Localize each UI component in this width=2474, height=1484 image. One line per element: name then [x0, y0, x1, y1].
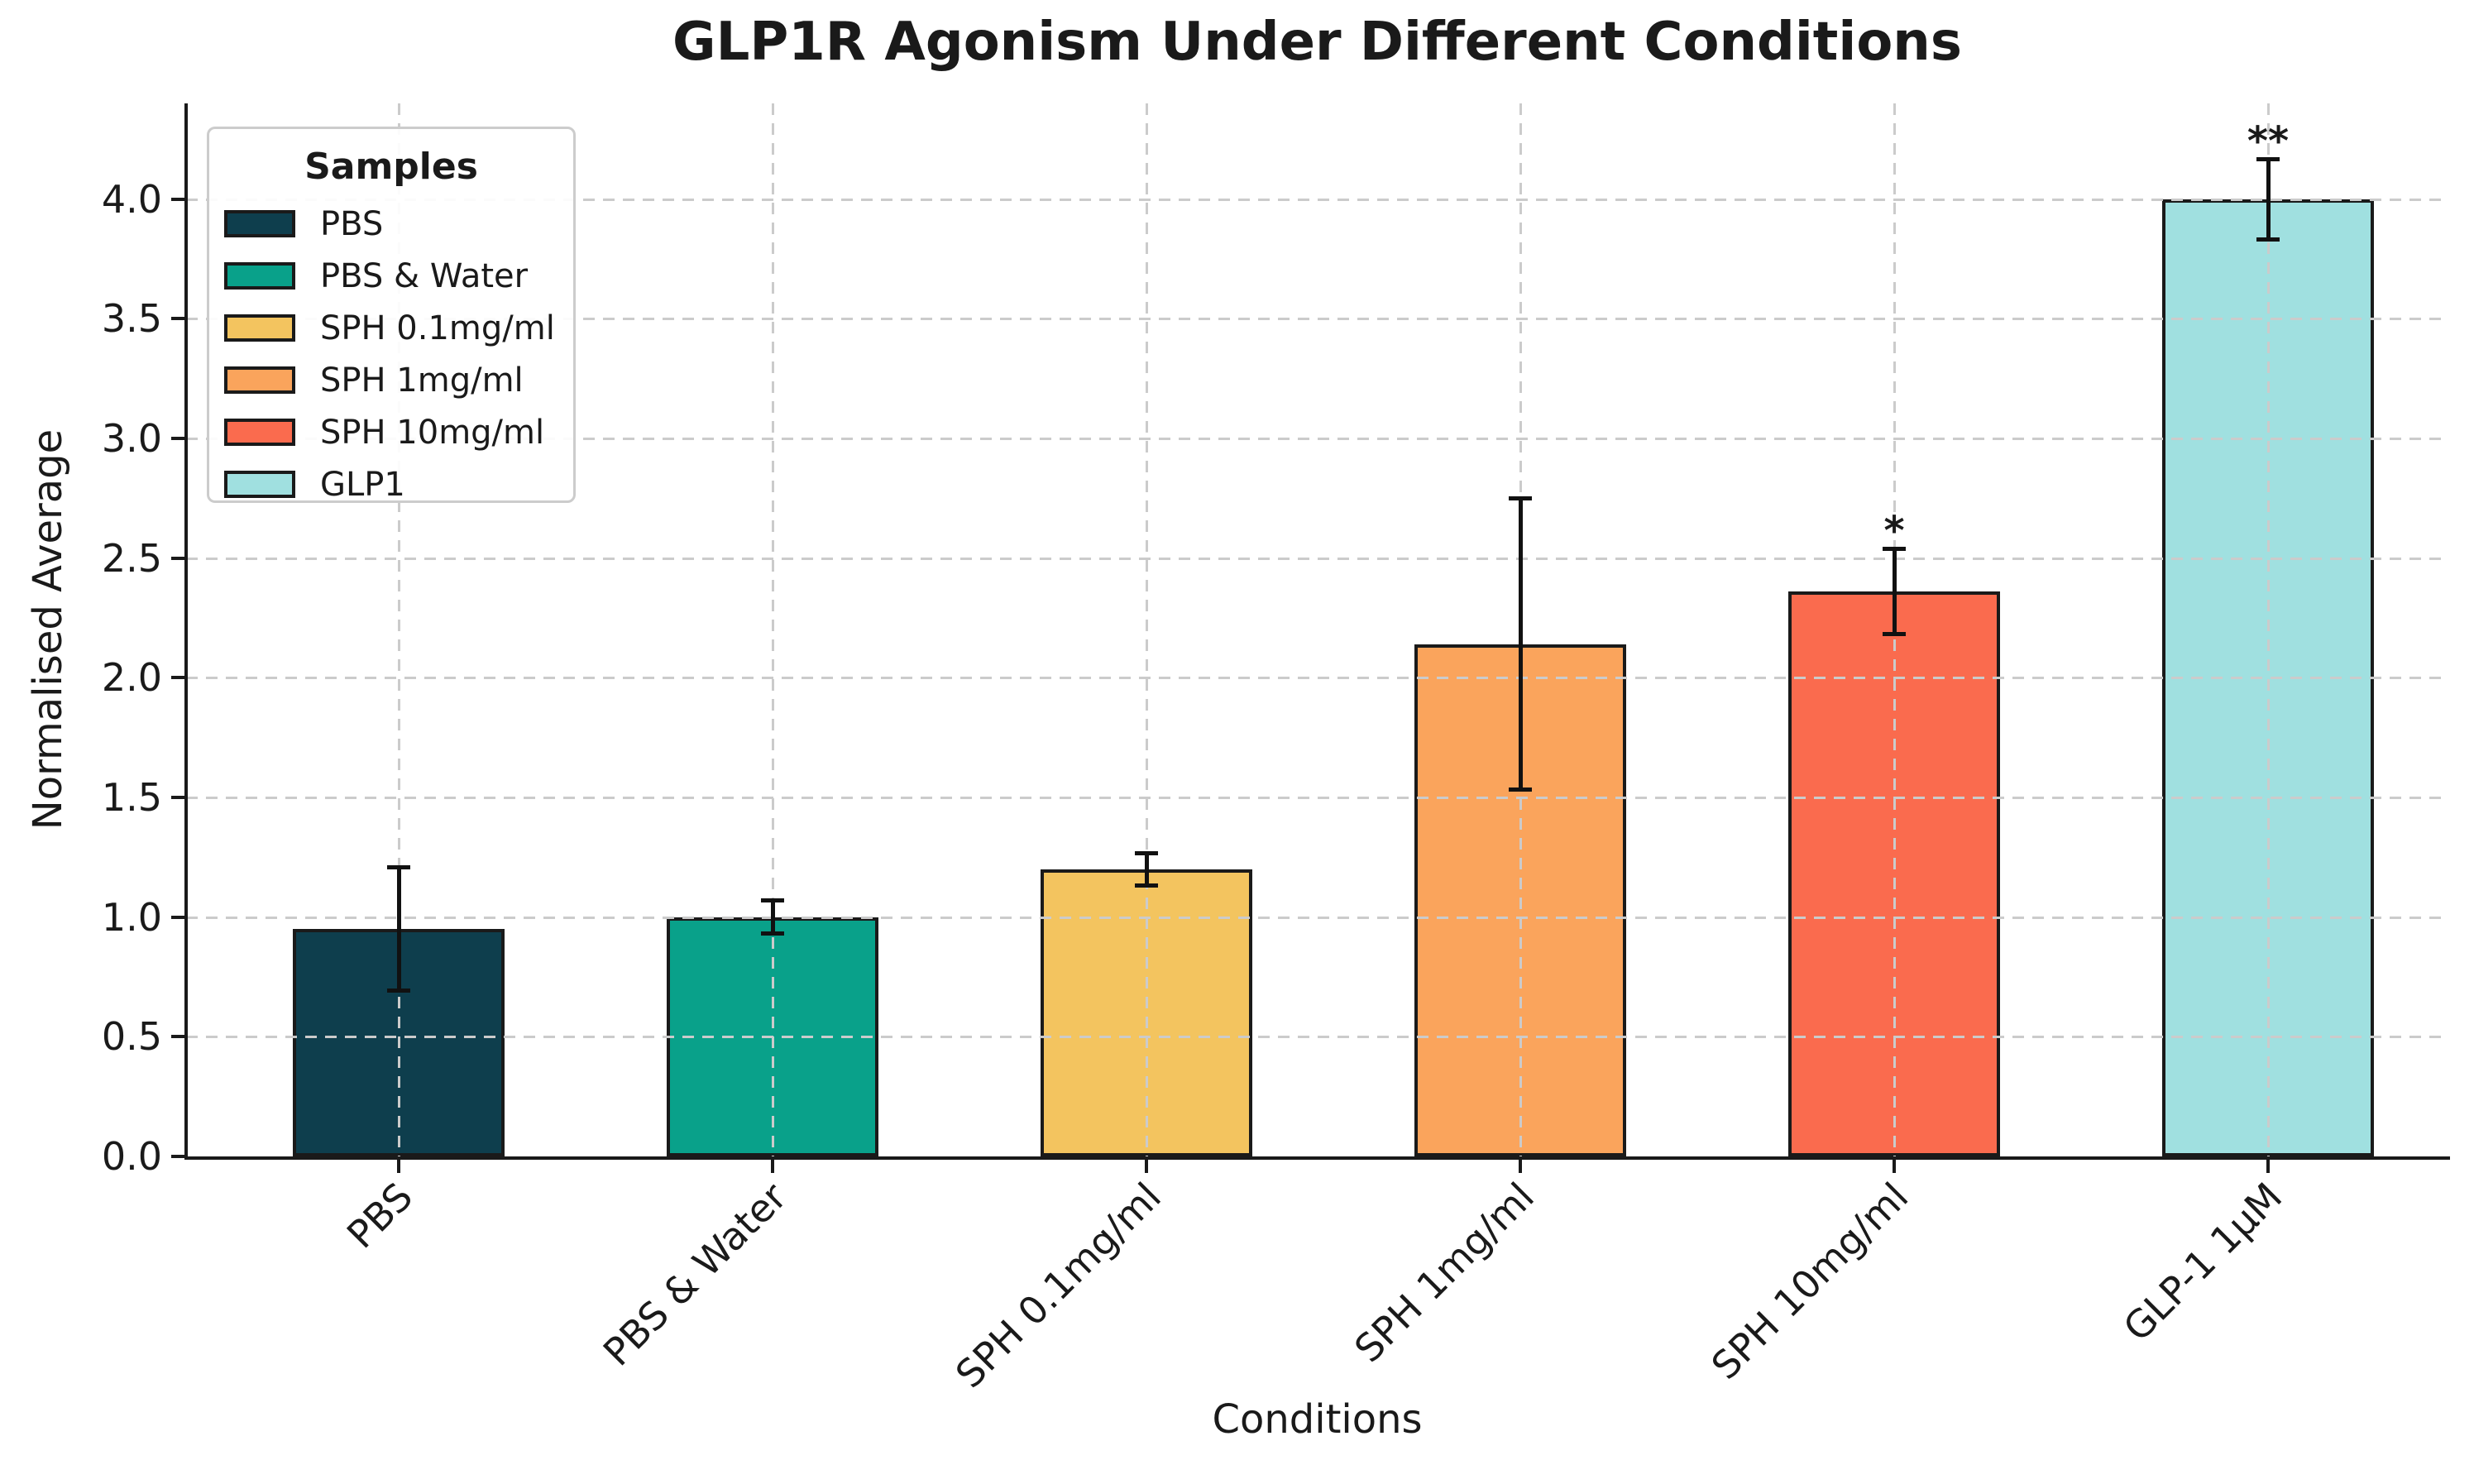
legend-swatch	[224, 366, 295, 394]
x-axis-spine	[184, 1156, 2450, 1160]
y-tick-label: 0.5	[101, 1014, 162, 1060]
legend-items: PBS PBS & Water SPH 0.1mg/ml SPH 1mg/ml SPH …	[209, 198, 573, 510]
legend-item: SPH 1mg/ml	[209, 354, 573, 406]
error-bar-stem	[2266, 158, 2271, 240]
x-tick-label: PBS & Water	[595, 1174, 796, 1375]
x-axis-label: Conditions	[1212, 1396, 1423, 1443]
legend-swatch	[224, 471, 295, 498]
y-gridline	[186, 557, 2448, 560]
y-tick	[171, 796, 186, 800]
y-tick-label: 2.5	[101, 535, 162, 581]
x-tick	[1519, 1160, 1522, 1173]
x-tick	[2266, 1160, 2270, 1173]
y-gridline	[186, 318, 2448, 321]
y-tick	[171, 676, 186, 680]
error-bar-cap	[1883, 547, 1906, 552]
legend-label: PBS & Water	[320, 256, 529, 295]
y-tick	[171, 915, 186, 919]
x-tick	[397, 1160, 400, 1173]
error-bar-cap	[761, 898, 784, 903]
y-tick	[171, 556, 186, 560]
y-gridline	[186, 198, 2448, 201]
y-gridline	[186, 677, 2448, 680]
error-bar-stem	[1892, 548, 1897, 635]
significance-annotation: *	[1883, 508, 1905, 555]
y-axis-label: Normalised Average	[25, 428, 71, 831]
y-gridline	[186, 438, 2448, 441]
error-bar-cap	[2256, 237, 2280, 242]
legend-item: SPH 10mg/ml	[209, 406, 573, 458]
legend-label: SPH 10mg/ml	[320, 413, 545, 452]
y-gridline	[186, 797, 2448, 800]
error-bar-cap	[1509, 496, 1532, 501]
error-bar-stem	[770, 900, 775, 934]
legend-item: SPH 0.1mg/ml	[209, 302, 573, 354]
legend-item: GLP1	[209, 458, 573, 510]
legend-swatch	[224, 419, 295, 446]
error-bar-cap	[1135, 883, 1158, 888]
legend-label: SPH 1mg/ml	[320, 361, 524, 400]
x-gridline	[772, 103, 774, 1156]
y-tick-label: 1.0	[101, 894, 162, 940]
x-tick-label: SPH 10mg/ml	[1702, 1174, 1917, 1388]
significance-annotation: **	[2247, 117, 2290, 165]
x-gridline	[398, 103, 400, 1156]
x-gridline	[2267, 103, 2270, 1156]
x-tick-label: SPH 0.1mg/ml	[946, 1174, 1170, 1397]
x-tick-label: SPH 1mg/ml	[1346, 1174, 1543, 1372]
y-tick-label: 4.0	[101, 176, 162, 222]
y-tick	[171, 1155, 186, 1158]
y-gridline	[186, 1036, 2448, 1039]
y-tick	[171, 197, 186, 201]
y-tick-label: 3.5	[101, 296, 162, 342]
y-tick-label: 3.0	[101, 416, 162, 462]
error-bar-stem	[1144, 852, 1149, 887]
error-bar-cap	[2256, 156, 2280, 161]
y-tick	[171, 437, 186, 441]
legend: Samples PBS PBS & Water SPH 0.1mg/ml SPH 1m…	[207, 127, 576, 504]
y-tick-label: 1.5	[101, 775, 162, 821]
legend-swatch	[224, 314, 295, 342]
y-tick-label: 2.0	[101, 655, 162, 701]
legend-label: GLP1	[320, 465, 405, 504]
x-gridline	[1146, 103, 1148, 1156]
error-bar-cap	[761, 931, 784, 936]
y-tick	[171, 317, 186, 321]
x-tick	[1145, 1160, 1148, 1173]
chart-title: GLP1R Agonism Under Different Conditions	[672, 12, 1962, 73]
error-bar-cap	[387, 864, 410, 869]
error-bar-cap	[1135, 850, 1158, 855]
legend-label: SPH 0.1mg/ml	[320, 309, 555, 347]
legend-item: PBS & Water	[209, 250, 573, 302]
x-tick-label: PBS	[338, 1174, 422, 1257]
error-bar-cap	[387, 989, 410, 993]
y-tick	[171, 1035, 186, 1039]
y-axis-spine	[184, 103, 188, 1160]
error-bar-cap	[1509, 787, 1532, 792]
legend-label: PBS	[320, 204, 384, 243]
error-bar-stem	[1518, 498, 1523, 791]
y-gridline	[186, 916, 2448, 919]
legend-title: Samples	[304, 146, 478, 188]
y-tick-label: 0.0	[101, 1134, 162, 1179]
x-tick	[771, 1160, 774, 1173]
x-tick-label: GLP-1 1µM	[2114, 1174, 2291, 1350]
error-bar-cap	[1883, 632, 1906, 637]
error-bar-stem	[396, 866, 401, 992]
legend-swatch	[224, 262, 295, 290]
legend-item: PBS	[209, 198, 573, 250]
x-tick	[1893, 1160, 1896, 1173]
legend-swatch	[224, 210, 295, 237]
